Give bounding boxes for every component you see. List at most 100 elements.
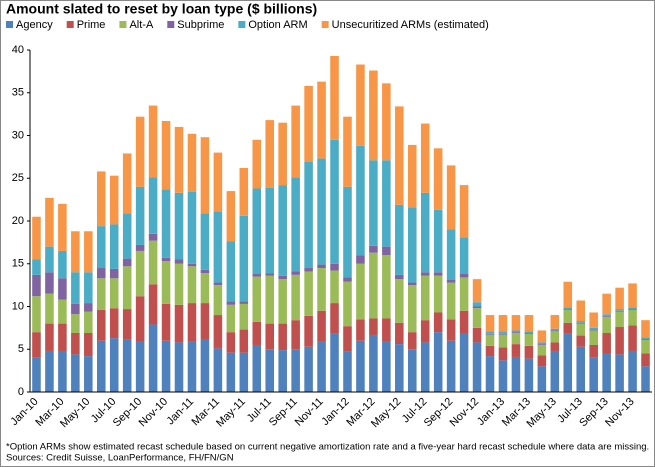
bar-segment <box>446 229 456 280</box>
bar-segment <box>45 197 54 247</box>
bar-segment <box>602 333 611 354</box>
bar-segment <box>589 357 598 392</box>
bar-segment <box>498 347 508 361</box>
bar-segment <box>58 203 67 251</box>
bar-segment <box>84 356 93 392</box>
bar-segment <box>58 278 67 300</box>
y-tick-label: 15 <box>12 258 24 270</box>
bar-segment <box>304 315 313 347</box>
bar-segment <box>395 204 404 275</box>
bar-segment <box>407 207 417 283</box>
bar-segment <box>472 308 482 328</box>
bar-segment <box>317 81 326 159</box>
bar-segment <box>498 315 508 332</box>
bar-segment <box>537 344 547 356</box>
bar-segment <box>641 366 650 392</box>
bar-segment <box>511 356 521 392</box>
bar-segment <box>369 245 378 253</box>
bar-segment <box>252 276 262 322</box>
bar-segment <box>239 301 249 304</box>
bar-segment <box>174 342 184 392</box>
bar-segment <box>187 341 197 392</box>
bar-segment <box>45 272 54 294</box>
bar-segment <box>485 334 495 346</box>
bar-segment <box>187 266 197 304</box>
bar-segment <box>433 332 443 392</box>
bar-segment <box>213 282 223 286</box>
bar-segment <box>58 250 67 279</box>
bar-segment <box>96 309 106 341</box>
bar-segment <box>382 318 391 342</box>
bar-segment <box>84 303 93 312</box>
bar-segment <box>356 319 365 341</box>
bar-segment <box>602 293 611 315</box>
bar-segment <box>602 353 611 392</box>
bar-segment <box>71 303 80 315</box>
bar-segment <box>174 304 184 343</box>
bar-segment <box>96 278 106 310</box>
bar-segment <box>641 337 650 339</box>
bar-segment <box>71 354 80 392</box>
bar-segment <box>71 314 80 334</box>
bar-segment <box>278 122 287 186</box>
bar-segment <box>511 344 521 357</box>
bar-segment <box>369 335 378 392</box>
bar-segment <box>511 332 521 334</box>
bar-segment <box>226 241 236 302</box>
bar-segment <box>148 177 158 234</box>
bar-segment <box>602 314 611 316</box>
bar-segment <box>446 340 456 392</box>
bar-segment <box>589 330 598 345</box>
bar-segment <box>420 320 430 343</box>
bar-segment <box>498 334 508 348</box>
bar-segment <box>122 309 132 340</box>
bar-segment <box>446 319 456 341</box>
bar-segment <box>382 160 391 247</box>
bar-segment <box>343 186 352 278</box>
bar-segment <box>239 329 249 353</box>
bar-segment <box>330 55 339 140</box>
bar-segment <box>122 339 132 392</box>
bar-segment <box>213 152 223 212</box>
bar-segment <box>96 268 106 279</box>
bar-segment <box>537 342 547 345</box>
bar-segment <box>615 310 624 312</box>
bar-segment <box>459 274 469 278</box>
bar-segment <box>252 139 262 189</box>
bar-segment <box>550 350 560 392</box>
bar-segment <box>615 354 624 392</box>
bar-segment <box>109 175 119 225</box>
bar-segment <box>369 252 378 319</box>
bar-segment <box>58 323 67 351</box>
bar-segment <box>278 185 287 276</box>
bar-segment <box>550 315 560 329</box>
bar-segment <box>304 271 313 316</box>
bar-segment <box>330 303 339 334</box>
bar-segment <box>330 139 339 264</box>
bar-segment <box>628 350 637 392</box>
bar-segment <box>32 357 41 392</box>
bar-segment <box>420 342 430 392</box>
bar-segment <box>187 133 197 192</box>
bar-segment <box>343 326 352 352</box>
bar-segment <box>71 333 80 355</box>
bar-segment <box>407 349 417 392</box>
bar-segment <box>459 333 469 392</box>
bar-segment <box>395 279 404 323</box>
bar-segment <box>369 160 378 246</box>
bar-segment <box>550 330 560 332</box>
legend-swatch <box>238 21 246 28</box>
bar-segment <box>433 148 443 210</box>
bar-segment <box>446 165 456 230</box>
bar-segment <box>226 352 236 392</box>
bar-segment <box>122 266 132 310</box>
bar-segment <box>96 340 106 392</box>
bar-segment <box>628 307 637 310</box>
bar-segment <box>148 105 158 178</box>
bar-segment <box>122 213 132 259</box>
bar-segment <box>109 338 119 392</box>
bar-segment <box>239 303 249 330</box>
bar-segment <box>304 85 313 163</box>
bar-segment <box>615 327 624 355</box>
bar-segment <box>356 64 365 146</box>
